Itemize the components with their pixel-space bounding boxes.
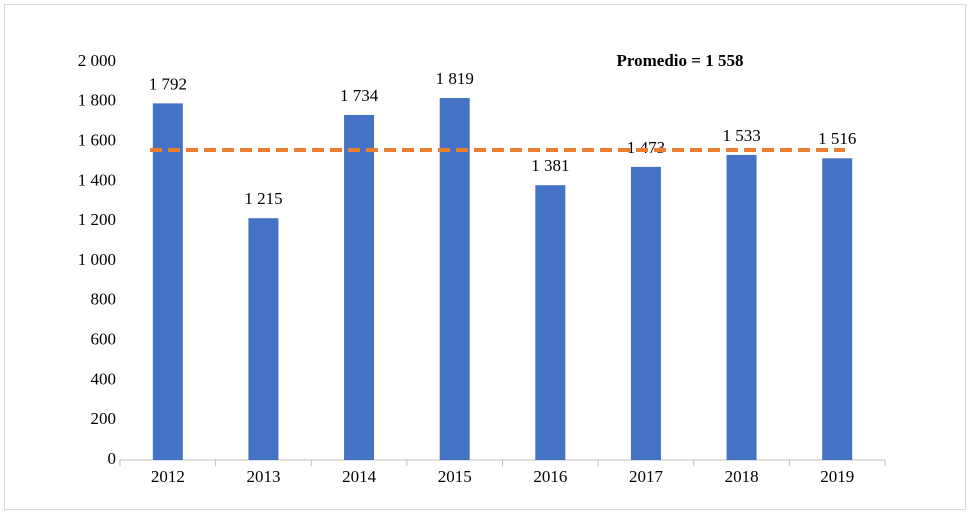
bar [344, 114, 375, 461]
data-label: 1 381 [531, 156, 569, 175]
bar [822, 158, 853, 461]
bar [726, 154, 757, 461]
y-tick-label: 2 000 [78, 51, 116, 70]
x-tick-label: 2015 [438, 467, 472, 486]
data-label: 1 819 [436, 69, 474, 88]
data-label: 1 533 [722, 126, 760, 145]
y-tick-label: 1 800 [78, 91, 116, 110]
data-label: 1 215 [244, 189, 282, 208]
y-tick-label: 0 [108, 449, 117, 468]
bar [439, 98, 470, 461]
average-label: Promedio = 1 558 [617, 51, 744, 70]
y-tick-label: 200 [91, 409, 117, 428]
x-tick-label: 2014 [342, 467, 377, 486]
y-tick-label: 800 [91, 290, 117, 309]
x-tick-label: 2018 [725, 467, 759, 486]
y-tick-label: 1 200 [78, 210, 116, 229]
x-tick-label: 2017 [629, 467, 664, 486]
bar [248, 218, 279, 460]
bar [535, 185, 566, 460]
y-tick-label: 1 600 [78, 131, 116, 150]
y-tick-label: 600 [91, 330, 117, 349]
y-tick-label: 1 400 [78, 170, 116, 189]
y-tick-label: 1 000 [78, 250, 116, 269]
x-tick-label: 2012 [151, 467, 185, 486]
data-label: 1 792 [149, 74, 187, 93]
data-label: 1 516 [818, 129, 856, 148]
y-tick-label: 400 [91, 369, 117, 388]
data-label: 1 473 [627, 138, 665, 157]
data-label: 1 734 [340, 86, 379, 105]
x-tick-label: 2013 [246, 467, 280, 486]
x-tick-label: 2016 [533, 467, 567, 486]
bar [152, 103, 183, 460]
bar [630, 166, 661, 461]
x-tick-label: 2019 [820, 467, 854, 486]
